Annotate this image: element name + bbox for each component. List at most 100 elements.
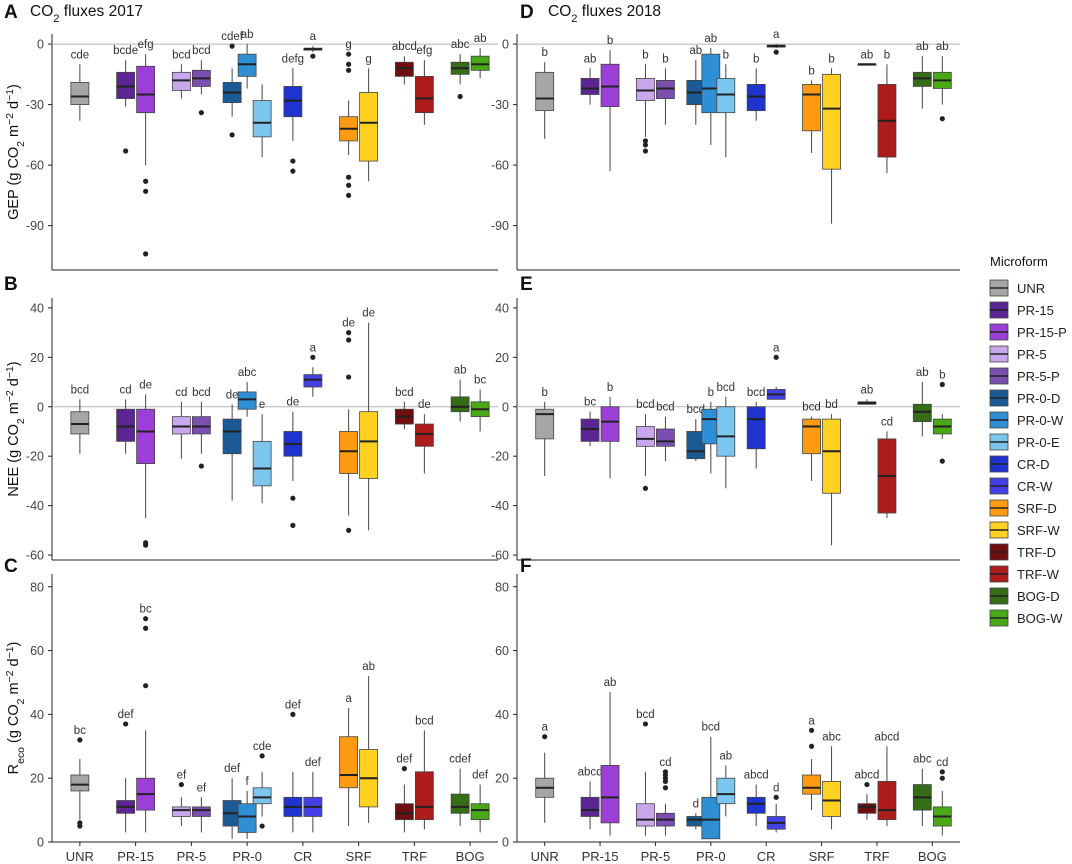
iqr-box — [717, 407, 735, 456]
significance-letter: bcd — [702, 722, 721, 734]
outlier-point — [643, 486, 648, 491]
significance-letter: bc — [74, 725, 86, 737]
iqr-box — [253, 441, 271, 485]
outlier-point — [663, 785, 668, 790]
significance-letter: ab — [454, 365, 467, 377]
x-tick-label: PR-15 — [582, 849, 619, 864]
iqr-box — [803, 84, 821, 130]
box-SRF-W: abc — [822, 731, 841, 829]
outlier-point — [143, 616, 148, 621]
significance-letter: bcd — [395, 387, 414, 399]
significance-letter: abcd — [578, 766, 603, 778]
group-BOG: ab ab — [913, 41, 951, 121]
box-PR-15: bcde — [113, 45, 138, 153]
panel-label-C: C — [4, 556, 18, 577]
iqr-box — [71, 775, 89, 791]
iqr-box — [536, 72, 554, 110]
significance-letter: cd — [120, 384, 132, 396]
panel-F: F806040200UNRaPR-15abcdabPR-5bcdcdPR-0db… — [495, 556, 960, 864]
significance-letter: def — [224, 763, 241, 775]
y-tick-label: -60 — [491, 549, 509, 563]
box-SRF-W: de — [360, 308, 378, 531]
box-BOG-W: cd — [933, 757, 951, 836]
group-PR-15: bcb — [581, 382, 619, 479]
group-UNR: bcd — [71, 384, 90, 453]
legend-label: PR-15-P — [1017, 325, 1067, 340]
significance-letter: cde — [71, 49, 90, 61]
box-SRF-D: de — [340, 318, 358, 533]
y-tick-label: 20 — [495, 351, 509, 365]
significance-letter: de — [362, 308, 375, 320]
iqr-box — [581, 419, 599, 441]
y-tick-label: 0 — [37, 400, 44, 414]
iqr-box — [253, 101, 271, 137]
box-TRF-D: def — [395, 754, 413, 833]
box-PR-0-E: bcd — [717, 382, 736, 488]
iqr-box — [717, 78, 735, 112]
y-tick-label: 40 — [495, 708, 509, 722]
box-PR-5: ef — [172, 770, 190, 826]
significance-letter: a — [345, 693, 352, 705]
significance-letter: abcd — [744, 770, 769, 782]
significance-letter: ab — [936, 41, 949, 53]
box-PR-5: cd — [172, 387, 190, 459]
panel-label-B: B — [4, 274, 18, 295]
iqr-box — [415, 424, 433, 446]
significance-letter: b — [541, 387, 547, 399]
iqr-box — [137, 66, 155, 112]
iqr-box — [601, 64, 619, 106]
iqr-box — [823, 74, 841, 169]
iqr-box — [71, 412, 89, 434]
iqr-box — [192, 807, 210, 817]
box-PR-15-P: ab — [601, 677, 619, 836]
box-CR-W: d — [767, 782, 785, 832]
box-PR-5: bcd — [636, 709, 655, 836]
iqr-box — [803, 419, 821, 454]
significance-letter: def — [472, 770, 489, 782]
box-PR-15-P: efg — [137, 39, 155, 256]
x-tick-label: PR-5 — [641, 849, 671, 864]
group-UNR: UNRbc — [66, 725, 94, 864]
significance-letter: bcd — [717, 382, 736, 394]
outlier-point — [310, 54, 315, 59]
outlier-point — [290, 523, 295, 528]
y-tick-label: -90 — [26, 219, 44, 233]
y-tick-label: -20 — [26, 450, 44, 464]
box-BOG-W: ab — [471, 33, 489, 78]
outlier-point — [809, 728, 814, 733]
y-tick-label: -90 — [491, 219, 509, 233]
outlier-point — [179, 782, 184, 787]
figure: CO2 fluxes 2017 CO2 fluxes 2018 A0-30-60-… — [0, 0, 1072, 864]
outlier-point — [663, 769, 668, 774]
group-CR: CRdefdef — [284, 699, 322, 864]
outlier-point — [143, 189, 148, 194]
x-tick-label: UNR — [531, 849, 559, 864]
group-BOG: BOGcdefdef — [449, 754, 489, 864]
box-BOG-D: abc — [451, 39, 470, 99]
iqr-box — [823, 781, 841, 816]
box-UNR: b — [536, 387, 554, 476]
legend-label: SRF-D — [1017, 501, 1057, 516]
group-PR-15: PR-15defbc — [117, 604, 155, 864]
iqr-box — [395, 62, 413, 76]
box-CR-W: a — [767, 29, 785, 55]
significance-letter: bc — [584, 397, 596, 409]
box-CR-W: a — [304, 31, 322, 59]
iqr-box — [656, 80, 674, 98]
iqr-box — [172, 72, 190, 90]
outlier-point — [864, 782, 869, 787]
box-PR-15-P: de — [137, 379, 155, 547]
iqr-box — [117, 72, 135, 98]
iqr-box — [117, 409, 135, 441]
x-tick-label: SRF — [346, 849, 372, 864]
box-CR-D: defg — [282, 53, 304, 173]
legend-item-CR-W: CR-W — [990, 478, 1053, 494]
outlier-point — [346, 528, 351, 533]
significance-letter: def — [305, 757, 322, 769]
legend-label: UNR — [1017, 281, 1045, 296]
group-CR: dea — [284, 342, 322, 528]
iqr-box — [71, 82, 89, 104]
box-PR-5-P: b — [656, 53, 674, 124]
